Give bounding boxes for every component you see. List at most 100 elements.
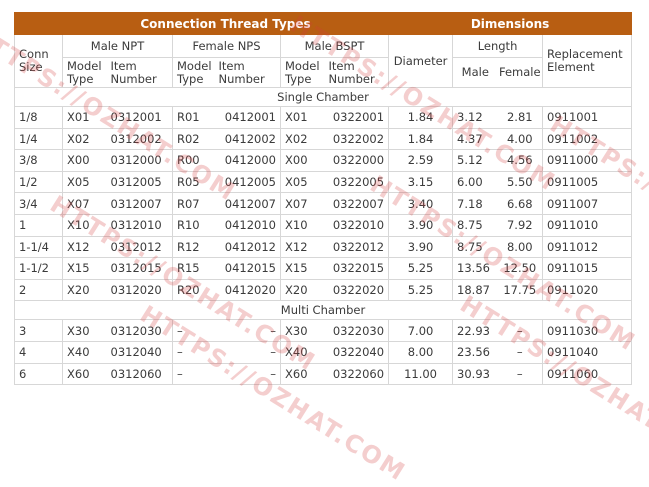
conn-size-cell: 1-1/4 <box>14 235 63 259</box>
nps-item-cell: 0412007 <box>214 192 281 215</box>
length-male-cell: 3.12 <box>452 106 498 129</box>
replacement-element-cell: 0911001 <box>542 106 633 129</box>
bspt-item-cell: 0322020 <box>324 278 390 302</box>
section-header-row: Multi Chamber <box>13 300 633 321</box>
diameter-cell: 8.00 <box>388 340 454 364</box>
npt-item-cell: 0312010 <box>106 213 173 237</box>
replacement-element-cell: 0911002 <box>542 127 633 151</box>
bspt-item-cell: 0322005 <box>324 170 390 194</box>
conn-size-cell: 3 <box>14 319 63 342</box>
bspt-item-cell: 0322001 <box>324 106 390 129</box>
dimensions-header: Dimensions <box>388 12 633 35</box>
nps-model-cell: R02 <box>172 127 215 151</box>
diameter-cell: 3.40 <box>388 192 454 215</box>
male-bspt-model-type-header: Model Type <box>280 57 325 88</box>
conn-size-cell: 6 <box>14 362 63 386</box>
length-female-cell: 17.75 <box>497 278 544 302</box>
bspt-model-cell: X30 <box>280 319 325 342</box>
replacement-element-cell: 0911012 <box>542 235 633 259</box>
replacement-element-cell: 0911000 <box>542 149 633 172</box>
diameter-cell: 3.90 <box>388 213 454 237</box>
length-female-cell: 6.68 <box>497 192 544 215</box>
nps-item-cell: – <box>214 362 281 386</box>
length-male-cell: 7.18 <box>452 192 498 215</box>
nps-model-cell: R10 <box>172 213 215 237</box>
length-male-cell: 13.56 <box>452 257 498 280</box>
conn-size-cell: 3/4 <box>14 192 63 215</box>
female-nps-model-type-header: Model Type <box>172 57 215 88</box>
npt-item-cell: 0312007 <box>106 192 173 215</box>
nps-model-cell: R05 <box>172 170 215 194</box>
table-row: 1/2 X05 0312005 R05 0412005 X05 0322005 3.15 6.0… <box>14 170 633 194</box>
diameter-cell: 1.84 <box>388 106 454 129</box>
bspt-model-cell: X60 <box>280 362 325 386</box>
nps-item-cell: 0412010 <box>214 213 281 237</box>
conn-size-header: Conn Size <box>14 34 63 88</box>
bspt-model-cell: X20 <box>280 278 325 302</box>
table-row: 6 X60 0312060– – X60 0322060 11.00 30.93–091106… <box>14 362 633 386</box>
npt-model-cell: X02 <box>62 127 107 151</box>
npt-item-cell: 0312000 <box>106 149 173 172</box>
bspt-model-cell: X12 <box>280 235 325 259</box>
table-row: 4 X40 0312040– – X40 0322040 8.00 23.56–0911040 <box>14 340 633 364</box>
replacement-element-cell: 0911040 <box>542 340 633 364</box>
length-female-cell: 2.81 <box>497 106 544 129</box>
npt-item-cell: 0312002 <box>106 127 173 151</box>
nps-model-cell: R20 <box>172 278 215 302</box>
section-title: Single Chamber <box>13 87 633 107</box>
npt-model-cell: X05 <box>62 170 107 194</box>
npt-model-cell: X01 <box>62 106 107 129</box>
bspt-item-cell: 0322002 <box>324 127 390 151</box>
table-row: 3/8 X00 0312000 R00 0412000 X00 0322000 2.59 5.1… <box>14 149 633 172</box>
bspt-model-cell: X15 <box>280 257 325 280</box>
length-male-cell: 8.75 <box>452 235 498 259</box>
table-row: 1 X10 0312010 R10 0412010 X10 0322010 3.90 8.75 7… <box>14 213 633 237</box>
nps-item-cell: 0412001 <box>214 106 281 129</box>
section-title: Multi Chamber <box>13 300 633 321</box>
replacement-element-cell: 0911030 <box>542 319 633 342</box>
length-male-cell: 23.56 <box>452 340 498 364</box>
nps-item-cell: 0412020 <box>214 278 281 302</box>
connection-thread-types-header: Connection Thread Types <box>61 12 390 35</box>
replacement-element-cell: 0911060 <box>542 362 633 386</box>
nps-model-cell: – <box>172 319 215 342</box>
npt-model-cell: X15 <box>62 257 107 280</box>
nps-item-cell: 0412015 <box>214 257 281 280</box>
length-male-cell: 30.93 <box>452 362 498 386</box>
conn-size-cell: 1-1/2 <box>14 257 63 280</box>
male-bspt-header: Male BSPT <box>279 34 390 58</box>
npt-item-cell: 0312060 <box>106 362 173 386</box>
nps-item-cell: 0412012 <box>214 235 281 259</box>
bspt-model-cell: X00 <box>280 149 325 172</box>
replacement-element-cell: 0911015 <box>542 257 633 280</box>
length-female-cell: 5.50 <box>497 170 544 194</box>
npt-model-cell: X12 <box>62 235 107 259</box>
conn-size-cell: 1/4 <box>14 127 63 151</box>
diameter-cell: 1.84 <box>388 127 454 151</box>
diameter-cell: 5.25 <box>388 257 454 280</box>
length-female-cell: 4.00 <box>497 127 544 151</box>
female-nps-item-number-header: Item Number <box>214 57 281 88</box>
bspt-model-cell: X10 <box>280 213 325 237</box>
bspt-item-cell: 0322015 <box>324 257 390 280</box>
diameter-cell: 7.00 <box>388 319 454 342</box>
conn-size-cell: 1 <box>14 213 63 237</box>
replacement-element-cell: 0911007 <box>542 192 633 215</box>
npt-item-cell: 0312040 <box>106 340 173 364</box>
top-header-row: Connection Thread Types Dimensions <box>14 12 633 35</box>
length-female-cell: 4.56 <box>497 149 544 172</box>
table-row: 2 X20 0312020 R20 0412020 X20 0322020 5.25 18.87… <box>14 278 633 302</box>
table-row: 1-1/2 X15 0312015 R15 0412015 X15 0322015 5.25 1… <box>14 257 633 280</box>
male-npt-model-type-header: Model Type <box>62 57 107 88</box>
npt-model-cell: X00 <box>62 149 107 172</box>
female-nps-header: Female NPS <box>172 34 281 58</box>
npt-model-cell: X20 <box>62 278 107 302</box>
npt-item-cell: 0312020 <box>106 278 173 302</box>
length-male-cell: 8.75 <box>452 213 498 237</box>
bspt-model-cell: X01 <box>280 106 325 129</box>
section-header-row: Single Chamber <box>13 87 633 107</box>
nps-item-cell: – <box>214 319 281 342</box>
male-npt-header: Male NPT <box>62 34 173 58</box>
diameter-cell: 3.90 <box>388 235 454 259</box>
bspt-item-cell: 0322007 <box>324 192 390 215</box>
